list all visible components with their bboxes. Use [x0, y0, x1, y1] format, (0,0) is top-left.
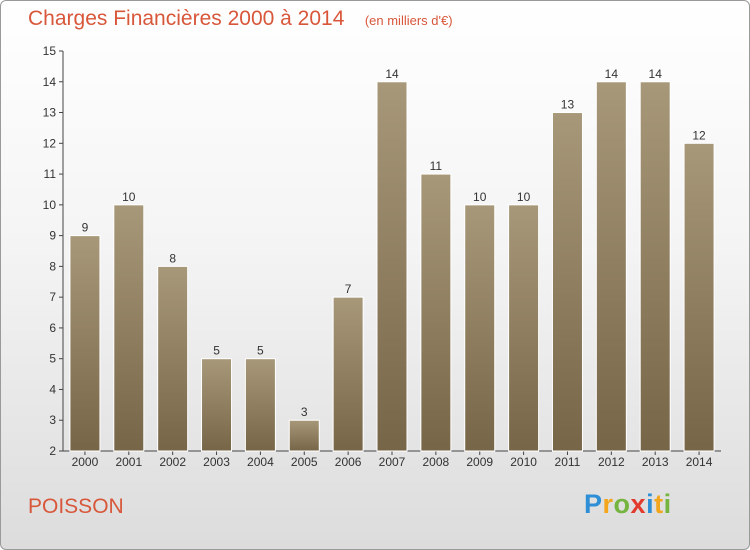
value-label: 12 — [692, 128, 706, 142]
bar-2002 — [157, 265, 189, 452]
bar-2005 — [288, 419, 320, 452]
bar-2003 — [201, 358, 233, 452]
chart-title: Charges Financières 2000 à 2014 — [28, 7, 345, 30]
y-tick-label: 2 — [49, 444, 56, 458]
value-label: 10 — [122, 190, 136, 204]
chart-subtitle: (en milliers d'€) — [364, 13, 453, 28]
x-tick-label: 2005 — [291, 455, 318, 469]
y-tick-label: 11 — [44, 167, 57, 181]
logo-letter: i — [646, 489, 655, 519]
y-tick-label: 7 — [49, 290, 56, 304]
value-labels: 9 10 8 5 5 3 7 14 11 10 10 13 14 14 12 — [82, 67, 706, 419]
chart-title-block: Charges Financières 2000 à 2014 (en mill… — [28, 7, 453, 31]
logo-letter: P — [584, 489, 603, 519]
bar-2009 — [464, 204, 496, 452]
x-tick-label: 2014 — [686, 455, 713, 469]
x-tick-label: 2001 — [115, 455, 142, 469]
bar-2010 — [508, 204, 540, 452]
value-label: 8 — [169, 251, 176, 265]
bar-2007 — [376, 81, 408, 452]
y-tick-label: 6 — [49, 321, 56, 335]
bar-2011 — [551, 112, 583, 452]
value-label: 7 — [345, 282, 352, 296]
x-tick-label: 2008 — [423, 455, 450, 469]
y-tick-label: 12 — [43, 136, 57, 150]
x-tick-label: 2000 — [72, 455, 99, 469]
y-tick-label: 5 — [49, 352, 56, 366]
x-tick-label: 2006 — [335, 455, 362, 469]
bar-2013 — [639, 81, 671, 452]
y-tick-label: 14 — [43, 75, 57, 89]
bar-2004 — [244, 358, 276, 452]
bar-2012 — [595, 81, 627, 452]
proxiti-logo: Proxiti — [584, 489, 672, 520]
y-tick-label: 9 — [49, 229, 56, 243]
bars — [69, 81, 715, 452]
y-tick-label: 8 — [49, 259, 56, 273]
x-tick-label: 2009 — [466, 455, 493, 469]
y-tick-label: 13 — [43, 106, 57, 120]
logo-letter: o — [613, 489, 631, 519]
logo-letter: i — [663, 489, 672, 519]
bar-2014 — [683, 142, 715, 452]
x-tick-label: 2010 — [510, 455, 537, 469]
x-tick-label: 2003 — [203, 455, 230, 469]
bar-2000 — [69, 235, 101, 452]
logo-letter: r — [602, 489, 614, 519]
logo-letter: x — [630, 489, 647, 519]
x-tick-label: 2013 — [642, 455, 669, 469]
value-label: 5 — [213, 344, 220, 358]
bar-2008 — [420, 173, 452, 452]
value-label: 14 — [605, 67, 619, 81]
value-label: 3 — [301, 405, 308, 419]
y-tick-label: 4 — [49, 382, 56, 396]
y-tick-label: 10 — [43, 198, 57, 212]
y-tick-label: 15 — [43, 44, 57, 58]
y-tick-label: 3 — [49, 413, 56, 427]
x-tick-label: 2007 — [379, 455, 406, 469]
value-label: 13 — [561, 98, 575, 112]
logo-letter: t — [654, 489, 664, 519]
x-tick-label: 2002 — [159, 455, 186, 469]
x-tick-label: 2012 — [598, 455, 625, 469]
x-tick-label: 2011 — [555, 455, 581, 469]
bar-2006 — [332, 296, 364, 452]
value-label: 14 — [385, 67, 399, 81]
value-label: 5 — [257, 344, 264, 358]
commune-name: POISSON — [28, 495, 124, 518]
value-label: 10 — [517, 190, 531, 204]
x-tick-label: 2004 — [247, 455, 274, 469]
value-label: 10 — [473, 190, 487, 204]
value-label: 14 — [649, 67, 663, 81]
value-label: 9 — [82, 221, 89, 235]
bar-2001 — [113, 204, 145, 452]
value-label: 11 — [430, 159, 443, 173]
